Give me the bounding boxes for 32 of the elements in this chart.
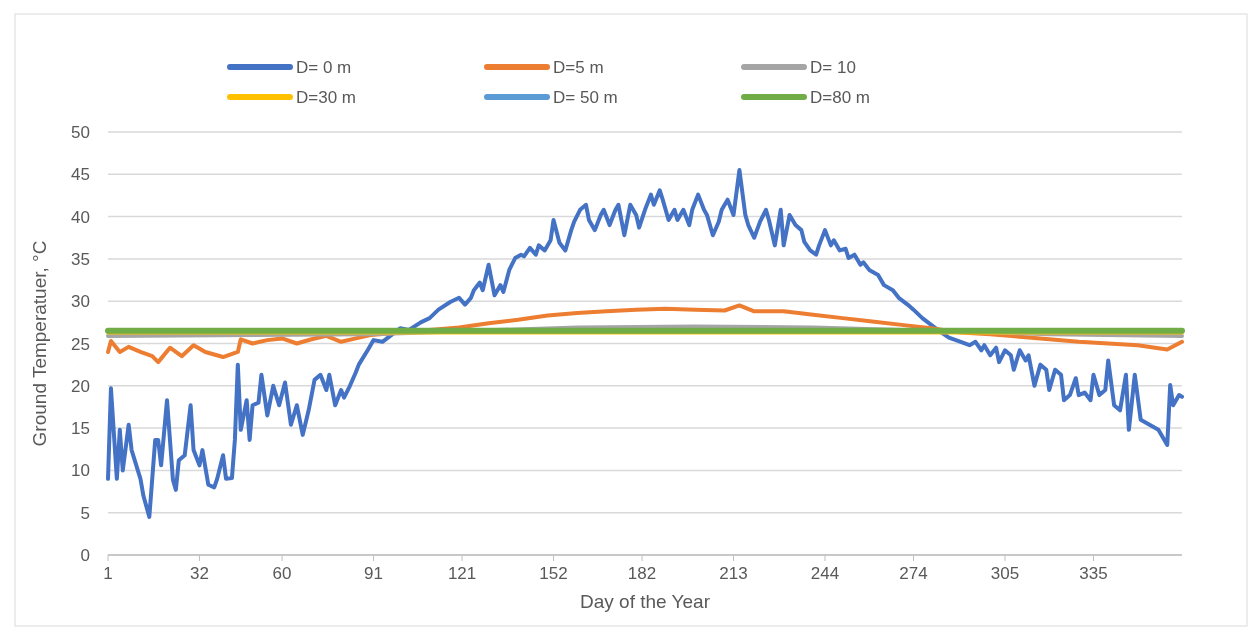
x-tick-label: 182 xyxy=(627,564,657,583)
y-tick-label: 25 xyxy=(71,334,90,354)
y-axis-title: Ground Temperatuer, °C xyxy=(29,240,50,447)
x-tick-label: 274 xyxy=(899,564,928,583)
x-tick-label: 152 xyxy=(539,564,568,583)
y-tick-label: 35 xyxy=(71,249,90,269)
y-tick-label: 45 xyxy=(71,165,90,185)
legend-label: D= 50 m xyxy=(553,88,618,107)
x-tick-label: 244 xyxy=(810,564,840,583)
x-tick-label: 213 xyxy=(719,564,748,583)
x-tick-label: 335 xyxy=(1079,564,1108,583)
y-tick-label: 40 xyxy=(71,207,90,227)
y-tick-label: 20 xyxy=(71,376,90,396)
legend-label: D=5 m xyxy=(553,58,604,77)
y-tick-label: 0 xyxy=(80,546,90,565)
x-tick-label: 1 xyxy=(103,564,113,583)
legend-label: D=30 m xyxy=(296,88,356,107)
y-tick-label: 10 xyxy=(71,461,90,481)
legend-label: D= 10 xyxy=(810,58,856,77)
y-tick-label: 50 xyxy=(71,123,90,142)
legend-label: D= 0 m xyxy=(296,58,352,77)
x-tick-label: 60 xyxy=(272,564,292,583)
y-tick-label: 15 xyxy=(71,419,90,439)
x-tick-label: 32 xyxy=(190,564,209,583)
x-axis-title: Day of the Year xyxy=(580,591,711,612)
x-tick-label: 91 xyxy=(364,564,384,583)
x-tick-label: 305 xyxy=(990,564,1020,583)
y-tick-label: 5 xyxy=(80,503,90,523)
legend-label: D=80 m xyxy=(810,88,870,107)
line-series xyxy=(106,168,1184,519)
y-tick-label: 30 xyxy=(71,292,90,312)
x-tick-label: 121 xyxy=(447,564,477,583)
